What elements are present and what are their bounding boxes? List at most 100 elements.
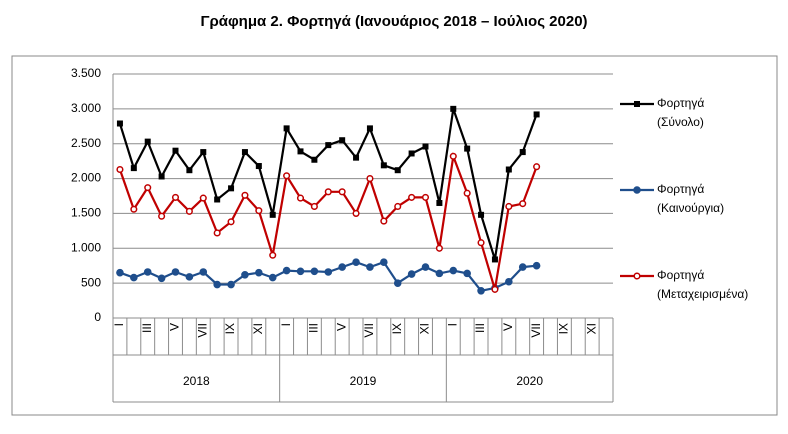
point	[325, 142, 332, 149]
point	[144, 184, 152, 192]
chart-title: Γράφημα 2. Φορτηγά (Ιανουάριος 2018 – Ιο…	[200, 13, 587, 30]
x-tick-label: IX	[557, 323, 571, 334]
point	[463, 269, 471, 278]
point	[200, 149, 207, 156]
point	[338, 263, 346, 271]
point	[269, 251, 277, 259]
point	[491, 285, 499, 293]
point	[324, 268, 333, 276]
point	[213, 229, 221, 237]
point	[130, 205, 138, 213]
point	[268, 273, 277, 282]
point	[255, 163, 262, 170]
point	[408, 150, 415, 157]
y-tick-label: 0	[94, 310, 101, 324]
x-tick-label: VII	[362, 323, 376, 338]
point	[477, 239, 485, 247]
point	[172, 147, 179, 154]
point	[171, 193, 180, 201]
x-tick-label: IX	[390, 323, 404, 334]
point	[116, 268, 124, 277]
x-tick-label: V	[334, 323, 348, 331]
point	[352, 209, 360, 217]
x-tick-label: III	[307, 323, 321, 333]
chart-border	[11, 55, 778, 416]
legend-label-line: (Καινούργια)	[657, 201, 724, 215]
point	[366, 125, 373, 132]
x-tick-label: XI	[418, 323, 432, 334]
point	[505, 277, 513, 286]
point	[366, 175, 374, 183]
point	[297, 148, 304, 155]
point	[380, 217, 388, 225]
x-tick-label: XI	[584, 323, 598, 334]
point	[158, 173, 165, 180]
point	[422, 143, 429, 150]
point	[633, 186, 641, 194]
point	[633, 272, 641, 280]
point	[116, 120, 123, 127]
x-tick-label: IX	[223, 323, 237, 334]
legend-label-line: (Μεταχειρισμένα)	[657, 287, 748, 301]
point	[421, 193, 430, 201]
point	[241, 191, 249, 199]
point	[533, 111, 540, 118]
series-line	[119, 260, 537, 293]
point	[311, 156, 318, 163]
point	[435, 244, 443, 252]
point	[144, 138, 151, 145]
point	[185, 273, 194, 281]
point	[491, 256, 498, 263]
legend-label: Φορτηγά (Σύνολο)	[657, 96, 704, 129]
point	[394, 202, 402, 211]
point	[421, 263, 430, 271]
point	[241, 270, 249, 279]
point	[310, 267, 319, 276]
point	[505, 166, 512, 173]
point	[158, 212, 166, 220]
y-tick-label: 3.000	[71, 101, 101, 115]
point	[339, 137, 346, 144]
point	[282, 266, 291, 275]
legend-label: Φορτηγά (Καινούργια)	[657, 182, 724, 215]
legend-label: Φορτηγά (Μεταχειρισμένα)	[657, 268, 748, 301]
x-tick-label: I	[112, 323, 126, 326]
y-tick-label: 1.000	[71, 240, 101, 254]
point	[296, 194, 305, 202]
point	[519, 200, 527, 208]
x-tick-label: III	[473, 323, 487, 333]
point	[186, 167, 193, 174]
point	[269, 211, 276, 218]
point	[436, 199, 443, 206]
point	[283, 172, 291, 180]
point	[241, 149, 248, 156]
point	[199, 194, 207, 202]
x-tick-label: III	[140, 323, 154, 333]
series-line	[118, 108, 538, 260]
point	[185, 207, 193, 215]
x-tick-label: VII	[195, 323, 209, 338]
point	[449, 152, 457, 160]
point	[228, 185, 235, 192]
point	[393, 279, 402, 287]
y-tick-label: 500	[81, 275, 101, 289]
y-tick-label: 1.500	[71, 206, 101, 220]
point	[353, 154, 360, 161]
point	[171, 268, 180, 276]
point	[338, 188, 346, 196]
point	[532, 261, 541, 270]
point	[296, 267, 305, 276]
x-tick-label: I	[279, 323, 293, 326]
legend-label-line: Φορτηγά	[657, 182, 704, 196]
y-tick-label: 3.500	[71, 66, 101, 80]
point	[227, 280, 235, 289]
point	[394, 167, 401, 174]
legend-label-line: Φορτηγά	[657, 96, 704, 110]
point	[310, 202, 318, 211]
x-tick-label: VII	[529, 323, 543, 338]
point	[324, 188, 332, 196]
point	[449, 266, 458, 275]
point	[352, 258, 360, 267]
point	[634, 101, 640, 107]
